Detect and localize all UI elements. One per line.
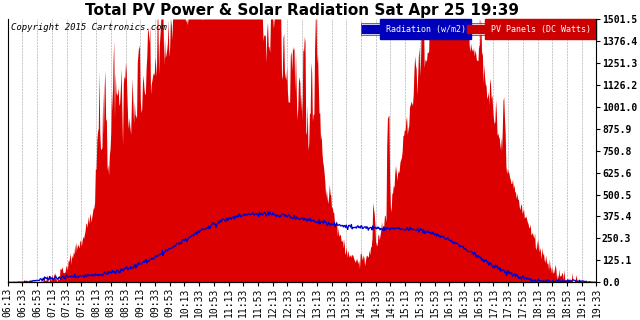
Legend: Radiation (w/m2), PV Panels (DC Watts): Radiation (w/m2), PV Panels (DC Watts) bbox=[360, 23, 592, 36]
Text: Copyright 2015 Cartronics.com: Copyright 2015 Cartronics.com bbox=[11, 23, 166, 32]
Title: Total PV Power & Solar Radiation Sat Apr 25 19:39: Total PV Power & Solar Radiation Sat Apr… bbox=[85, 3, 519, 18]
